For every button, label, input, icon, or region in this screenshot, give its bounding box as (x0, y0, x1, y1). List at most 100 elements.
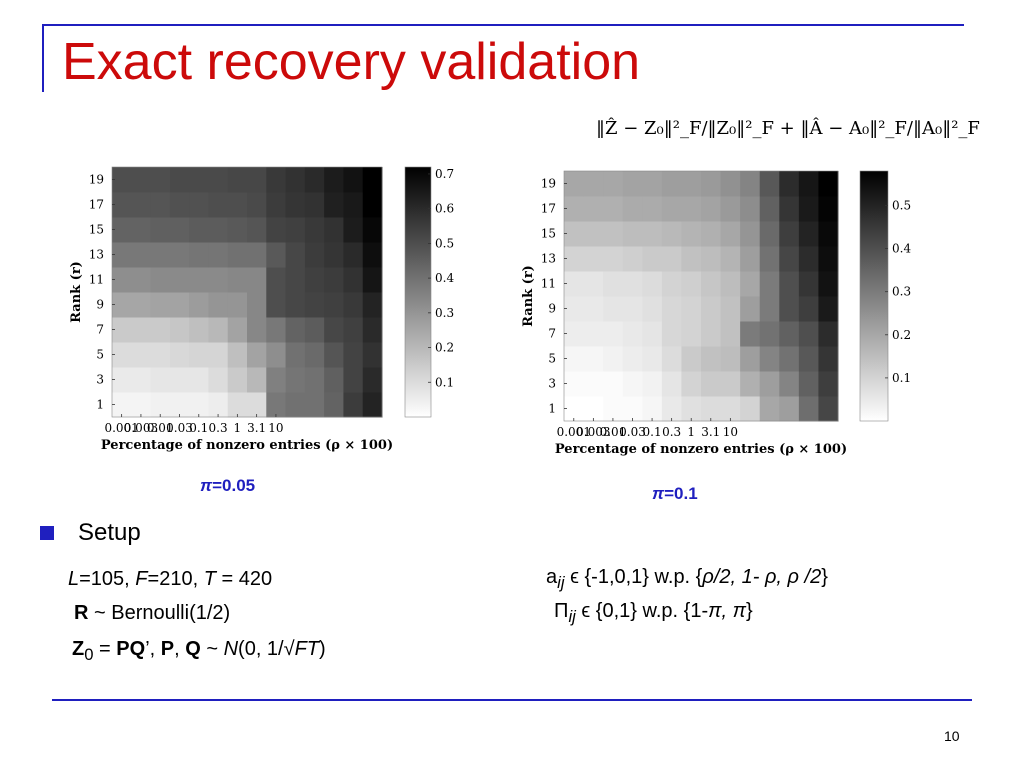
heatmap-cell (189, 367, 209, 393)
heatmap-cell (266, 317, 287, 343)
heatmap-cell (564, 246, 585, 272)
heatmap-cell (266, 292, 287, 318)
y-tick-label: 17 (89, 198, 104, 212)
heatmap-cell (603, 196, 624, 222)
heatmap-cell (304, 267, 325, 293)
setup-left-line-segment: L (68, 568, 80, 590)
heatmap-cell (189, 217, 209, 243)
heatmap-cell (564, 171, 585, 197)
heatmap-cell (779, 196, 800, 222)
heatmap-cell (720, 221, 741, 247)
heatmap-cell (798, 271, 819, 297)
heatmap-cell (661, 371, 682, 397)
setup-left-line-segment: T (203, 568, 216, 590)
heatmap-cell (285, 317, 306, 343)
heatmap-cell (208, 392, 229, 418)
setup-left-line-segment: ~ (200, 638, 224, 660)
setup-left-line-segment: Q (185, 638, 201, 660)
setup-left-line-segment: = 420 (215, 568, 273, 590)
heatmap-cell (266, 217, 287, 243)
setup-right-line-segment: ρ/2, 1- ρ, ρ /2 (702, 566, 822, 588)
y-tick-label: 7 (96, 323, 104, 337)
heatmap-cell (642, 221, 663, 247)
setup-line-bernoulli: R ~ Bernoulli(1/2) (74, 602, 230, 625)
heatmap-cell (169, 392, 190, 418)
heatmap-cell (324, 367, 344, 393)
y-tick-label: 19 (541, 177, 556, 191)
heatmap-cell (564, 321, 585, 347)
heatmap-cell (227, 192, 248, 218)
heatmap-cell (583, 296, 604, 322)
x-tick-label: 1 (687, 425, 695, 439)
colorbar-tick-label: 0.2 (892, 328, 911, 342)
y-tick-label: 5 (548, 352, 556, 366)
y-tick-label: 5 (96, 348, 104, 362)
heatmap-cell (661, 196, 682, 222)
heatmap-cell (740, 371, 761, 397)
chart-caption-segment: π (652, 484, 665, 503)
heatmap-cell (759, 396, 780, 422)
heatmap-cell (343, 217, 364, 243)
x-tick-label: 3.1 (247, 421, 266, 435)
heatmap-cell (622, 396, 643, 422)
heatmap-cell (131, 342, 152, 368)
heatmap-cell (324, 192, 344, 218)
heatmap-cell (324, 292, 344, 318)
heatmap-cell (208, 342, 229, 368)
heatmap-cell (112, 242, 132, 268)
heatmap-cell (681, 346, 702, 372)
heatmap-cell (362, 292, 383, 318)
heatmap-cell (208, 367, 229, 393)
slide-title: Exact recovery validation (62, 33, 641, 91)
heatmap-cell (622, 196, 643, 222)
heatmap-cell (798, 346, 819, 372)
setup-right-line-segment: ij (568, 607, 576, 626)
x-tick-label: 0.3 (662, 425, 681, 439)
heatmap-cell (208, 267, 229, 293)
y-axis-label: Rank (r) (521, 265, 536, 327)
heatmap-cell (169, 267, 190, 293)
heatmap-cell (169, 167, 190, 193)
heatmap-cell (759, 171, 780, 197)
y-tick-label: 1 (548, 402, 556, 416)
heatmap-cell (564, 371, 585, 397)
x-tick-label: 0.001 (557, 425, 591, 439)
setup-left-line-segment: F (135, 568, 148, 590)
heatmap-cell (740, 221, 761, 247)
heatmap-cell (701, 246, 722, 272)
heatmap-cell (759, 196, 780, 222)
heatmap-cell (798, 196, 819, 222)
heatmap-cell (740, 296, 761, 322)
heatmap-cell (343, 392, 364, 418)
heatmap-cell (818, 271, 839, 297)
heatmap-cell (720, 371, 741, 397)
heatmap-cell (112, 367, 132, 393)
heatmap-cell (189, 192, 209, 218)
heatmap-cell (266, 367, 287, 393)
chart-caption-segment: =0.1 (664, 484, 698, 503)
setup-left-line-segment: , (174, 638, 186, 660)
heatmap-cell (759, 371, 780, 397)
chart-caption-pi-01: π=0.1 (652, 484, 698, 504)
heatmap-cell (642, 246, 663, 272)
heatmap-cell (701, 196, 722, 222)
heatmap-cell (779, 296, 800, 322)
heatmap-cell (603, 221, 624, 247)
heatmap-cell (304, 392, 325, 418)
heatmap-cell (818, 371, 839, 397)
heatmap-cell (266, 167, 287, 193)
heatmap-cell (681, 371, 702, 397)
heatmap-cell (131, 392, 152, 418)
x-tick-label: 10 (268, 421, 283, 435)
heatmap-cell (343, 167, 364, 193)
heatmap-cell (720, 396, 741, 422)
heatmap-cell (189, 167, 209, 193)
heatmap-cell (112, 192, 132, 218)
x-tick-label: 0.01 (600, 425, 627, 439)
heatmap-cell (661, 346, 682, 372)
heatmap-cell (227, 242, 248, 268)
heatmap-cell (720, 171, 741, 197)
heatmap-cell (798, 246, 819, 272)
heatmap-cell (362, 167, 383, 193)
